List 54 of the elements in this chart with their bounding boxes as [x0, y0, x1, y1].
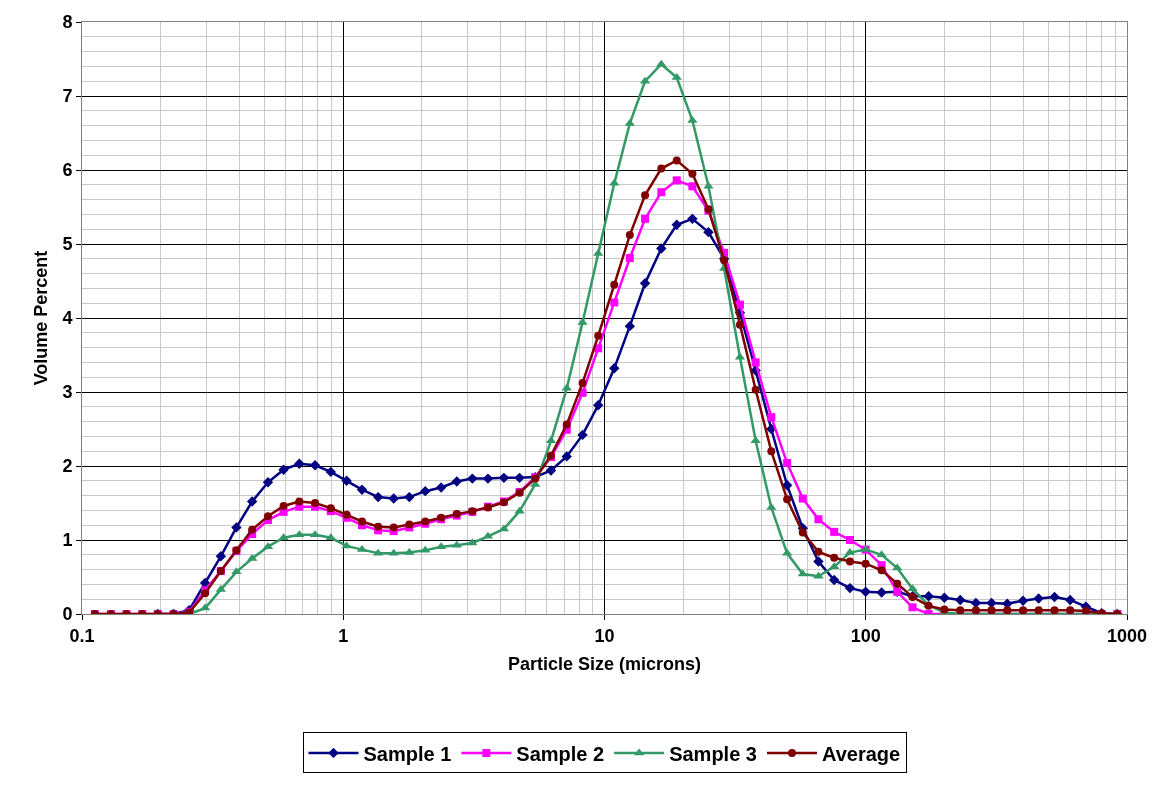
point [341, 541, 352, 549]
y-tick-label: 1 [62, 530, 73, 551]
point [907, 584, 918, 592]
x-tick-label: 1000 [1106, 625, 1148, 646]
point [767, 413, 776, 422]
y-tick-label: 3 [62, 382, 73, 403]
x-axis-title: Particle Size (microns) [507, 653, 702, 674]
point [766, 502, 777, 510]
point [845, 536, 854, 544]
x-tick-label: 100 [850, 625, 881, 646]
point [610, 298, 619, 307]
y-tick-label: 2 [62, 456, 73, 477]
point [751, 358, 760, 367]
point [703, 181, 714, 189]
y-tick-label: 8 [62, 12, 73, 33]
x-tick-label: 1 [338, 625, 349, 646]
legend-label: Sample 2 [516, 742, 605, 765]
y-tick-label: 4 [62, 308, 73, 329]
point [750, 436, 761, 444]
point [908, 603, 917, 612]
legend-label: Sample 3 [669, 742, 757, 765]
point [577, 317, 588, 325]
x-tick-label: 10 [594, 625, 615, 646]
x-tick-label: 0.1 [69, 625, 95, 646]
point [797, 569, 808, 577]
point [814, 515, 823, 524]
y-tick-label: 5 [62, 234, 73, 255]
point [294, 530, 305, 538]
point [657, 188, 666, 197]
point [278, 533, 289, 541]
point [783, 459, 792, 468]
y-axis-title: Volume Percent [30, 250, 51, 386]
point [672, 176, 681, 185]
point [798, 494, 807, 503]
point [625, 254, 634, 263]
point [609, 178, 620, 186]
point [687, 115, 698, 123]
point [830, 527, 839, 536]
point [231, 567, 242, 575]
point [813, 571, 824, 579]
y-tick-label: 0 [62, 604, 73, 625]
point [325, 533, 336, 541]
point [876, 550, 887, 558]
point [735, 300, 744, 309]
legend-label: Sample 1 [363, 742, 452, 765]
point [467, 538, 478, 546]
point [641, 214, 650, 223]
point [688, 182, 697, 191]
legend-label: Average [821, 742, 901, 765]
point [388, 548, 399, 556]
y-tick-label: 7 [62, 86, 73, 107]
point [420, 545, 431, 553]
y-tick-label: 6 [62, 160, 73, 181]
point [561, 383, 572, 391]
